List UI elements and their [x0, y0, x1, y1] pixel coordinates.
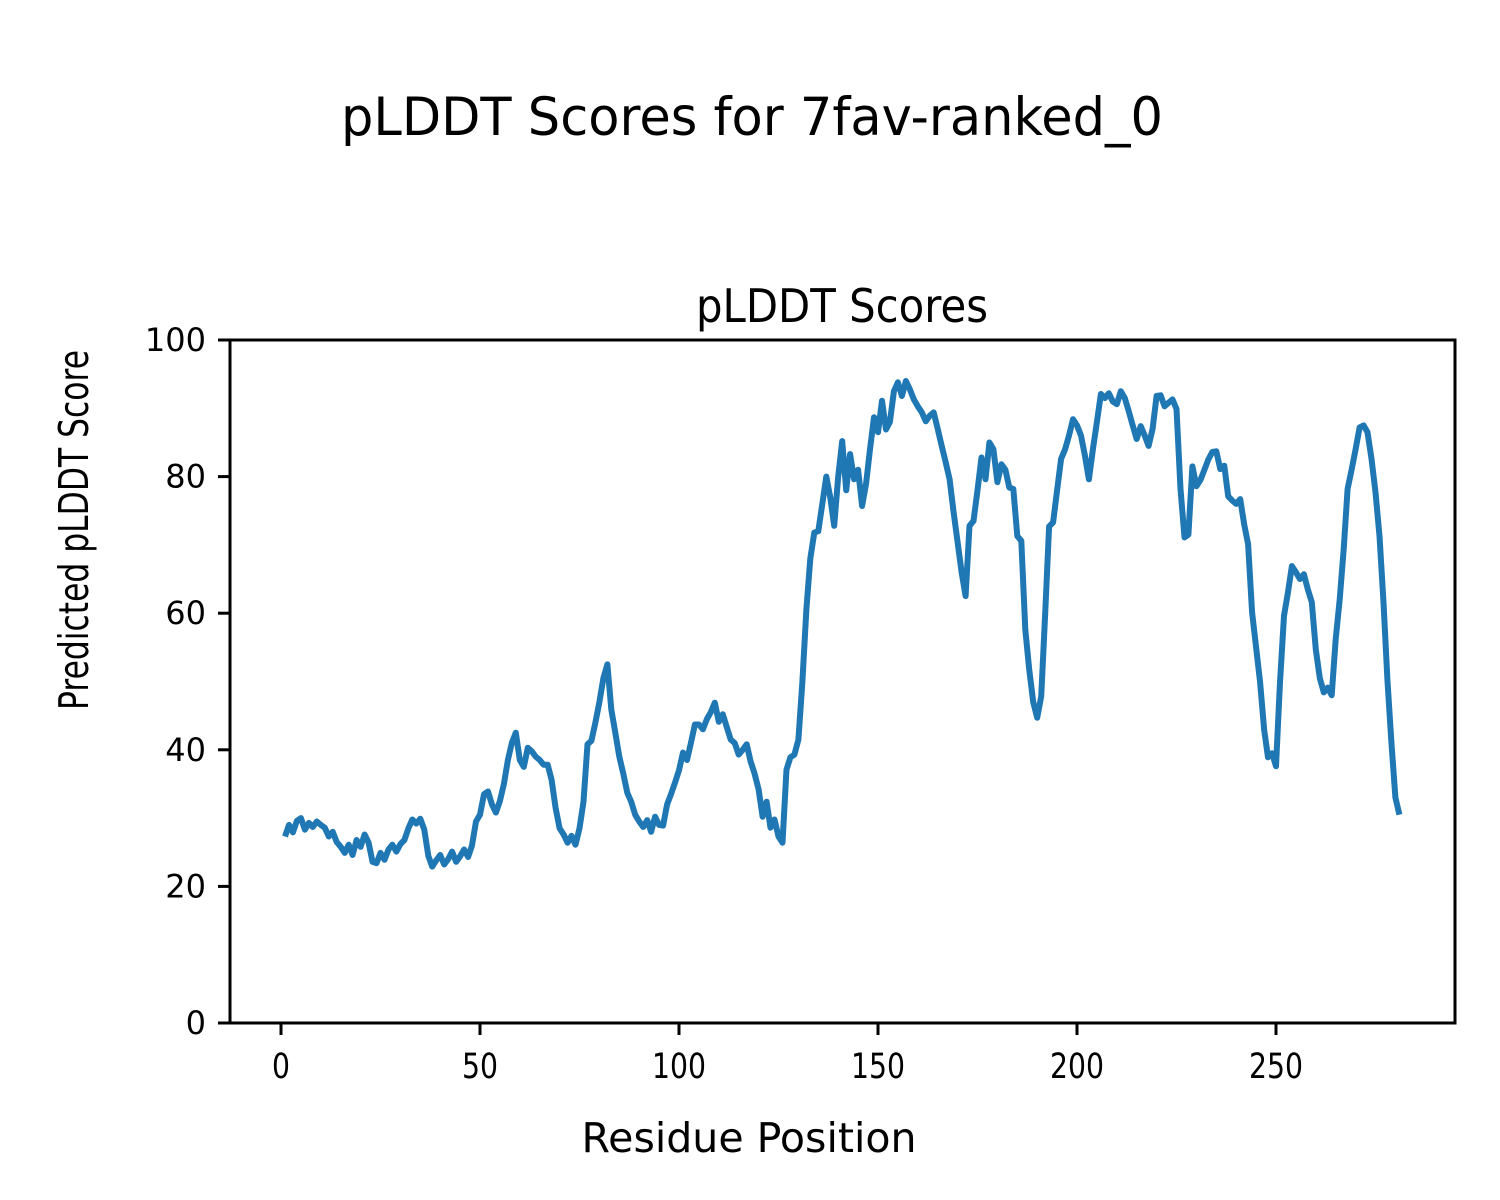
y-tick-label: 60: [165, 594, 206, 632]
x-tick-label: 50: [462, 1047, 498, 1087]
axes-title: pLDDT Scores: [696, 279, 988, 333]
y-tick-label: 100: [145, 321, 206, 359]
x-tick-label: 150: [851, 1047, 905, 1087]
y-axis-ticks: 0 20 40 60 80 100: [145, 321, 230, 1042]
plddt-series-line: [282, 378, 1403, 870]
y-tick-label: 20: [165, 867, 206, 905]
y-tick-label: 40: [165, 731, 206, 769]
x-tick-label: 250: [1249, 1047, 1303, 1087]
x-tick-label: 200: [1050, 1047, 1104, 1087]
x-axis-label: Residue Position: [582, 1114, 917, 1162]
y-axis-label: Predicted pLDDT Score: [50, 350, 98, 710]
axes-spines: [228, 338, 1457, 1025]
x-axis-ticks: 0 50 100 150 200 250: [272, 1023, 1303, 1087]
figure-suptitle: pLDDT Scores for 7fav-ranked_0: [341, 87, 1163, 148]
y-tick-label: 0: [186, 1004, 206, 1042]
y-tick-label: 80: [165, 458, 206, 496]
x-tick-label: 100: [652, 1047, 706, 1087]
x-tick-label: 0: [272, 1047, 290, 1087]
